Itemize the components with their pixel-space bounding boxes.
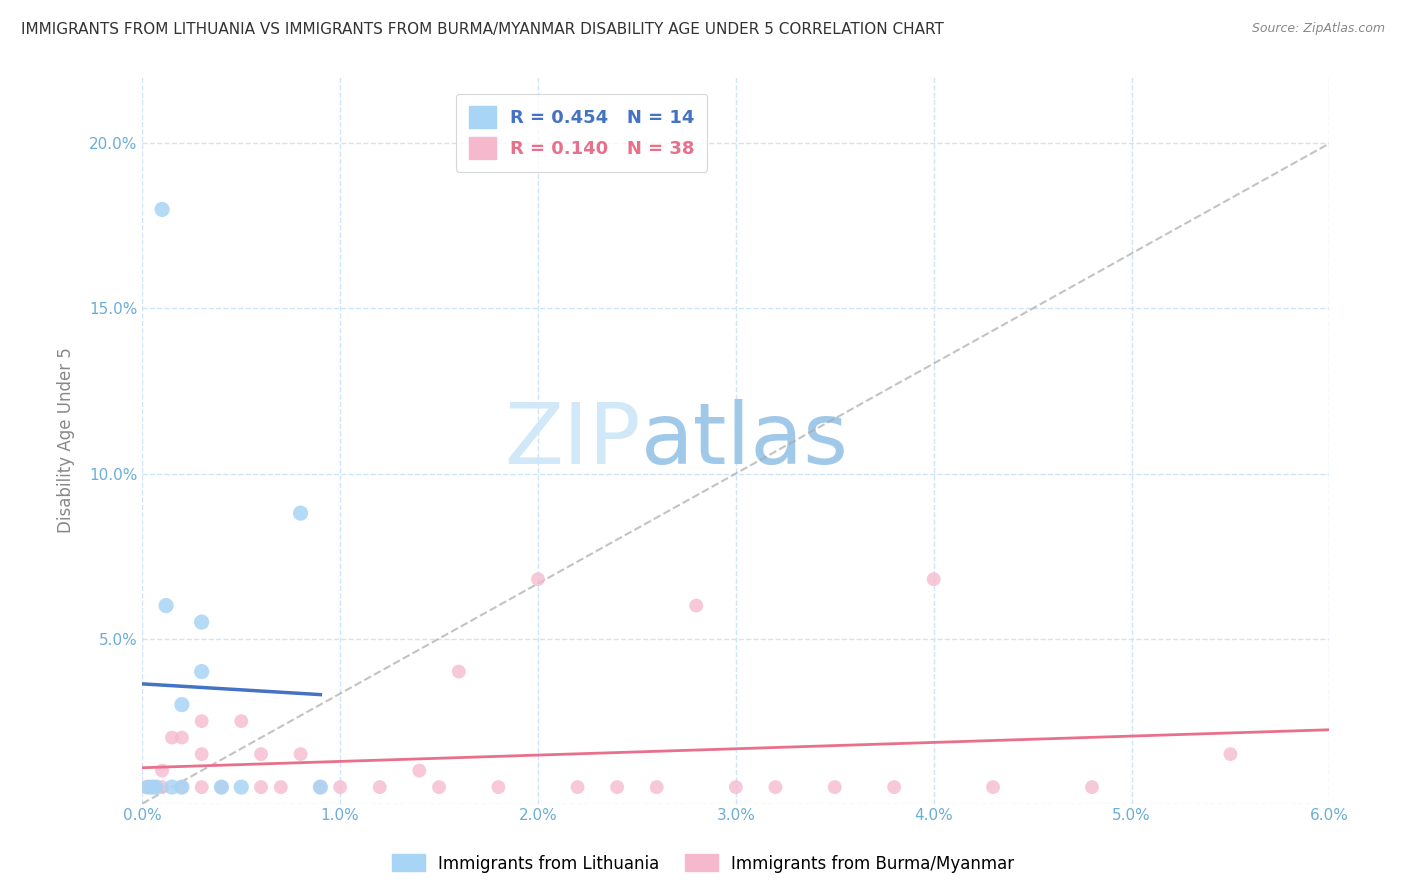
Point <box>190 780 212 794</box>
Point <box>190 747 212 761</box>
Point <box>209 780 232 794</box>
Point <box>209 780 232 794</box>
Point <box>329 780 352 794</box>
Point <box>170 731 193 745</box>
Point <box>527 572 550 586</box>
Point <box>250 780 273 794</box>
Text: atlas: atlas <box>641 399 849 482</box>
Legend: R = 0.454   N = 14, R = 0.140   N = 38: R = 0.454 N = 14, R = 0.140 N = 38 <box>456 94 707 172</box>
Point <box>408 764 430 778</box>
Point <box>250 747 273 761</box>
Point <box>150 764 173 778</box>
Point <box>724 780 747 794</box>
Point <box>155 599 177 613</box>
Point <box>309 780 332 794</box>
Point <box>150 202 173 217</box>
Point <box>290 747 312 761</box>
Point <box>160 780 183 794</box>
Point <box>145 780 167 794</box>
Point <box>645 780 668 794</box>
Point <box>190 714 212 728</box>
Point <box>160 731 183 745</box>
Point <box>136 780 159 794</box>
Point <box>141 780 163 794</box>
Point <box>190 665 212 679</box>
Point <box>270 780 292 794</box>
Point <box>427 780 450 794</box>
Point <box>231 780 253 794</box>
Point <box>567 780 589 794</box>
Y-axis label: Disability Age Under 5: Disability Age Under 5 <box>58 348 75 533</box>
Point <box>170 780 193 794</box>
Point <box>447 665 470 679</box>
Point <box>606 780 628 794</box>
Point <box>290 506 312 520</box>
Point <box>170 780 193 794</box>
Point <box>922 572 945 586</box>
Point <box>141 780 163 794</box>
Point <box>981 780 1004 794</box>
Point <box>309 780 332 794</box>
Point <box>136 780 159 794</box>
Text: IMMIGRANTS FROM LITHUANIA VS IMMIGRANTS FROM BURMA/MYANMAR DISABILITY AGE UNDER : IMMIGRANTS FROM LITHUANIA VS IMMIGRANTS … <box>21 22 943 37</box>
Point <box>1219 747 1241 761</box>
Point <box>488 780 510 794</box>
Point <box>150 780 173 794</box>
Point <box>190 615 212 629</box>
Point <box>145 780 167 794</box>
Point <box>824 780 846 794</box>
Point <box>765 780 787 794</box>
Point <box>231 714 253 728</box>
Point <box>685 599 707 613</box>
Point <box>170 698 193 712</box>
Point <box>883 780 905 794</box>
Text: Source: ZipAtlas.com: Source: ZipAtlas.com <box>1251 22 1385 36</box>
Point <box>135 780 157 794</box>
Point <box>368 780 391 794</box>
Legend: Immigrants from Lithuania, Immigrants from Burma/Myanmar: Immigrants from Lithuania, Immigrants fr… <box>385 847 1021 880</box>
Text: ZIP: ZIP <box>505 399 641 482</box>
Point <box>1081 780 1104 794</box>
